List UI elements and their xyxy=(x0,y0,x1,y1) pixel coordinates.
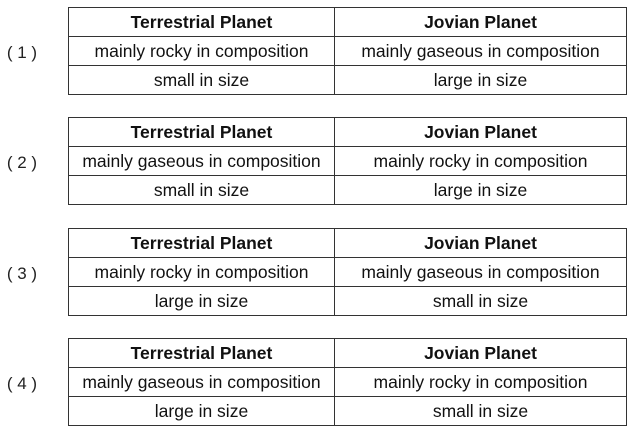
answer-option-2[interactable]: ( 2 ) Terrestrial Planet Jovian Planet m… xyxy=(0,117,639,208)
table-row: mainly rocky in composition mainly gaseo… xyxy=(68,257,627,287)
table-cell: mainly rocky in composition xyxy=(334,146,627,176)
table-cell: large in size xyxy=(68,396,335,426)
table-cell: small in size xyxy=(334,396,627,426)
table-cell: mainly gaseous in composition xyxy=(68,367,335,397)
answer-option-1[interactable]: ( 1 ) Terrestrial Planet Jovian Planet m… xyxy=(0,7,639,98)
table-header-row: Terrestrial Planet Jovian Planet xyxy=(68,7,627,37)
header-jovian: Jovian Planet xyxy=(334,117,627,147)
table-row: small in size large in size xyxy=(68,65,627,95)
comparison-table: Terrestrial Planet Jovian Planet mainly … xyxy=(68,7,627,95)
table-cell: large in size xyxy=(68,286,335,316)
table-cell: mainly gaseous in composition xyxy=(334,257,627,287)
header-terrestrial: Terrestrial Planet xyxy=(68,228,335,258)
table-header-row: Terrestrial Planet Jovian Planet xyxy=(68,117,627,147)
table-row: mainly gaseous in composition mainly roc… xyxy=(68,146,627,176)
table-row: small in size large in size xyxy=(68,175,627,205)
header-jovian: Jovian Planet xyxy=(334,228,627,258)
option-number: ( 3 ) xyxy=(6,264,38,283)
header-terrestrial: Terrestrial Planet xyxy=(68,117,335,147)
table-cell: mainly gaseous in composition xyxy=(334,36,627,66)
table-cell: small in size xyxy=(334,286,627,316)
header-jovian: Jovian Planet xyxy=(334,338,627,368)
table-cell: mainly rocky in composition xyxy=(68,257,335,287)
answer-option-3[interactable]: ( 3 ) Terrestrial Planet Jovian Planet m… xyxy=(0,228,639,319)
table-row: mainly gaseous in composition mainly roc… xyxy=(68,367,627,397)
answer-option-4[interactable]: ( 4 ) Terrestrial Planet Jovian Planet m… xyxy=(0,338,639,429)
option-number: ( 4 ) xyxy=(6,374,38,393)
table-cell: large in size xyxy=(334,65,627,95)
table-cell: mainly rocky in composition xyxy=(334,367,627,397)
header-terrestrial: Terrestrial Planet xyxy=(68,7,335,37)
table-cell: large in size xyxy=(334,175,627,205)
option-number: ( 1 ) xyxy=(6,43,38,62)
header-terrestrial: Terrestrial Planet xyxy=(68,338,335,368)
table-cell: mainly gaseous in composition xyxy=(68,146,335,176)
table-row: mainly rocky in composition mainly gaseo… xyxy=(68,36,627,66)
comparison-table: Terrestrial Planet Jovian Planet mainly … xyxy=(68,117,627,205)
comparison-table: Terrestrial Planet Jovian Planet mainly … xyxy=(68,338,627,426)
header-jovian: Jovian Planet xyxy=(334,7,627,37)
table-header-row: Terrestrial Planet Jovian Planet xyxy=(68,338,627,368)
table-row: large in size small in size xyxy=(68,396,627,426)
option-number: ( 2 ) xyxy=(6,153,38,172)
table-cell: small in size xyxy=(68,65,335,95)
comparison-table: Terrestrial Planet Jovian Planet mainly … xyxy=(68,228,627,316)
table-header-row: Terrestrial Planet Jovian Planet xyxy=(68,228,627,258)
table-cell: mainly rocky in composition xyxy=(68,36,335,66)
table-cell: small in size xyxy=(68,175,335,205)
table-row: large in size small in size xyxy=(68,286,627,316)
